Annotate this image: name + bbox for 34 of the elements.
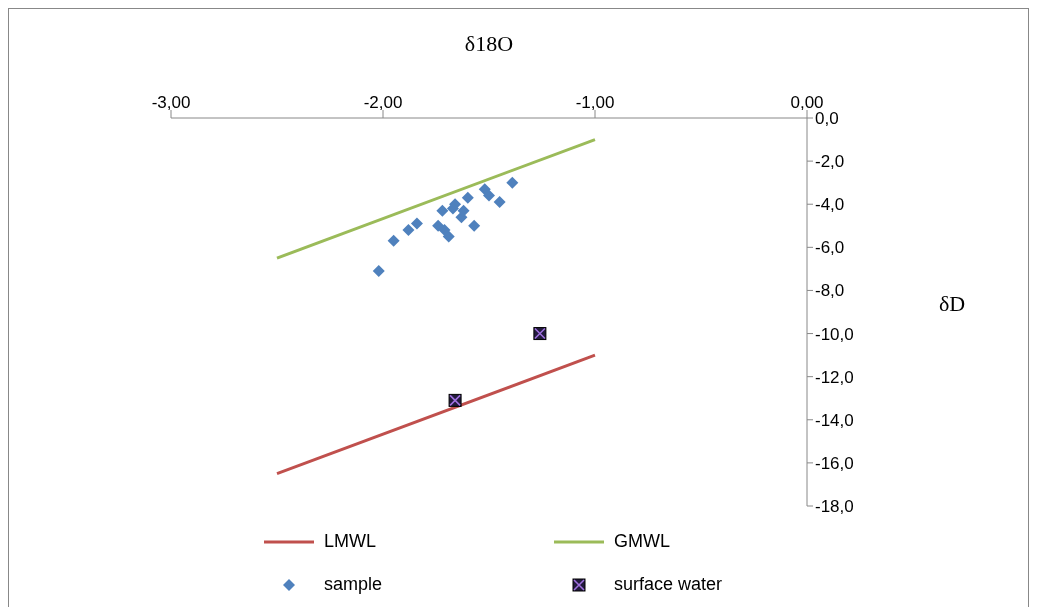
point	[436, 204, 449, 217]
y-tick-label: -6,0	[815, 238, 845, 258]
legend-label: GMWL	[614, 531, 670, 552]
legend-label: sample	[324, 574, 383, 595]
y-tick-label: -12,0	[815, 367, 854, 387]
point	[410, 217, 423, 230]
y-tick-label: -14,0	[815, 410, 854, 430]
point	[506, 176, 519, 189]
y-tick-label: -16,0	[815, 453, 854, 473]
x-tick-label: -1,00	[575, 93, 615, 112]
legend-label: LMWL	[324, 531, 377, 552]
point	[387, 234, 400, 247]
x-axis-title: δ18O	[463, 31, 515, 57]
y-tick-label: -2,0	[815, 152, 845, 172]
x-tick-label: 0,00	[790, 93, 824, 112]
point	[461, 191, 474, 204]
y-tick-label: 0,0	[815, 109, 839, 129]
y-tick-label: -4,0	[815, 195, 845, 215]
y-axis-title: δD	[939, 291, 966, 317]
point	[483, 189, 495, 202]
point	[432, 219, 445, 232]
x-tick-label: -2,00	[363, 93, 403, 112]
y-tick-label: -18,0	[815, 497, 854, 517]
y-tick-label: -8,0	[815, 281, 845, 301]
point	[442, 230, 455, 243]
legend-label: surface water	[614, 574, 723, 595]
point	[468, 219, 481, 232]
x-tick-label: -3,00	[151, 93, 191, 112]
point	[372, 265, 385, 278]
y-tick-label: -10,0	[815, 324, 854, 344]
point	[478, 183, 491, 196]
point	[438, 224, 451, 237]
point	[493, 196, 506, 209]
point	[402, 224, 415, 237]
